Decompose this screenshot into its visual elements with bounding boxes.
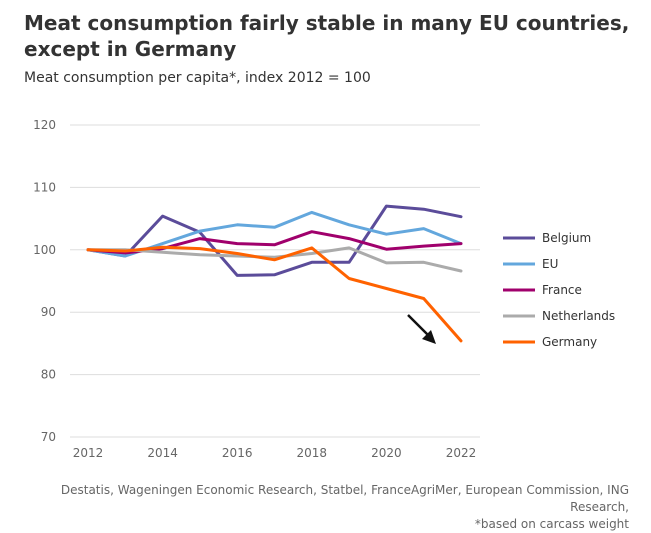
grid-lines xyxy=(70,124,480,438)
y-tick-label: 80 xyxy=(41,368,56,382)
y-tick-label: 100 xyxy=(33,243,56,257)
x-tick-label: 2016 xyxy=(222,446,253,460)
x-tick-label: 2014 xyxy=(147,446,178,460)
trend-arrow-head xyxy=(422,330,436,344)
series-line-belgium xyxy=(86,204,463,277)
x-tick-label: 2012 xyxy=(73,446,104,460)
series-lines xyxy=(86,204,463,343)
legend-label-netherlands: Netherlands xyxy=(542,309,615,323)
x-tick-label: 2018 xyxy=(297,446,328,460)
legend-label-germany: Germany xyxy=(542,335,597,349)
x-tick-label: 2020 xyxy=(371,446,402,460)
y-tick-label: 120 xyxy=(33,118,56,132)
downward-trend-arrow xyxy=(407,314,436,344)
chart-title: Meat consumption fairly stable in many E… xyxy=(24,11,630,61)
trend-arrow-shaft xyxy=(407,314,429,336)
series-line-germany xyxy=(86,245,463,343)
y-tick-label: 110 xyxy=(33,180,56,194)
y-tick-label: 70 xyxy=(41,430,56,444)
source-note: Destatis, Wageningen Economic Research, … xyxy=(19,482,629,533)
legend-label-france: France xyxy=(542,283,582,297)
x-tick-label: 2022 xyxy=(446,446,477,460)
x-axis-ticks: 2012 2014 2016 2018 2020 2022 xyxy=(73,446,477,460)
source-text: Destatis, Wageningen Economic Research, … xyxy=(60,483,629,514)
footnote-text: *based on carcass weight xyxy=(474,517,629,531)
legend-label-eu: EU xyxy=(542,257,558,271)
y-tick-label: 90 xyxy=(41,305,56,319)
y-axis-ticks: 70 80 90 100 110 120 xyxy=(33,118,56,444)
series-line-netherlands xyxy=(86,246,463,273)
chart-subtitle: Meat consumption per capita*, index 2012… xyxy=(24,70,371,86)
legend-label-belgium: Belgium xyxy=(542,231,591,245)
legend: Belgium EU France Netherlands Germany xyxy=(503,231,615,349)
